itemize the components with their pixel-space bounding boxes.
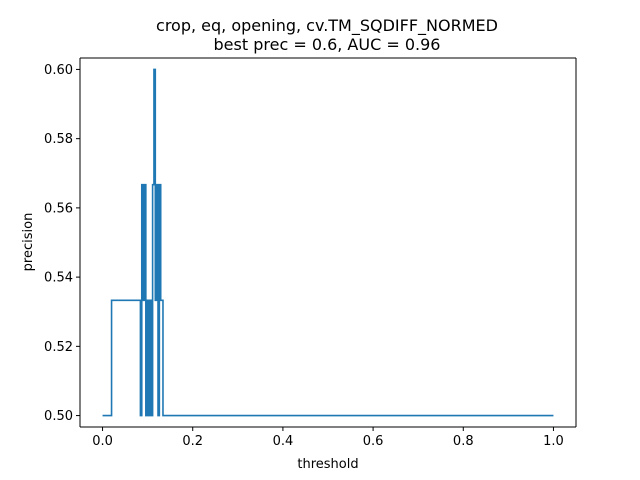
x-tick-label: 0.6 bbox=[363, 434, 384, 449]
series-layer bbox=[102, 68, 554, 417]
x-tick-label: 1.0 bbox=[543, 434, 564, 449]
axes-frame bbox=[79, 57, 577, 428]
chart-title: crop, eq, opening, cv.TM_SQDIFF_NORMED bbox=[156, 16, 498, 36]
x-axis: 0.0 0.2 0.4 0.6 0.8 1.0 bbox=[92, 427, 564, 449]
series-line bbox=[102, 68, 554, 417]
y-tick-label: 0.52 bbox=[44, 340, 73, 355]
x-tick-label: 0.0 bbox=[92, 434, 113, 449]
chart-subtitle: best prec = 0.6, AUC = 0.96 bbox=[214, 35, 441, 54]
y-tick-label: 0.50 bbox=[44, 409, 73, 424]
y-axis: 0.50 0.52 0.54 0.56 0.58 0.60 bbox=[44, 63, 80, 424]
y-tick-label: 0.54 bbox=[44, 271, 73, 286]
x-axis-label: threshold bbox=[297, 457, 358, 472]
x-tick-label: 0.2 bbox=[182, 434, 203, 449]
x-tick-label: 0.8 bbox=[453, 434, 474, 449]
y-tick-label: 0.56 bbox=[44, 201, 73, 216]
y-axis-label: precision bbox=[21, 213, 36, 272]
x-tick-label: 0.4 bbox=[273, 434, 294, 449]
y-tick-label: 0.60 bbox=[44, 63, 73, 78]
y-tick-label: 0.58 bbox=[44, 132, 73, 147]
